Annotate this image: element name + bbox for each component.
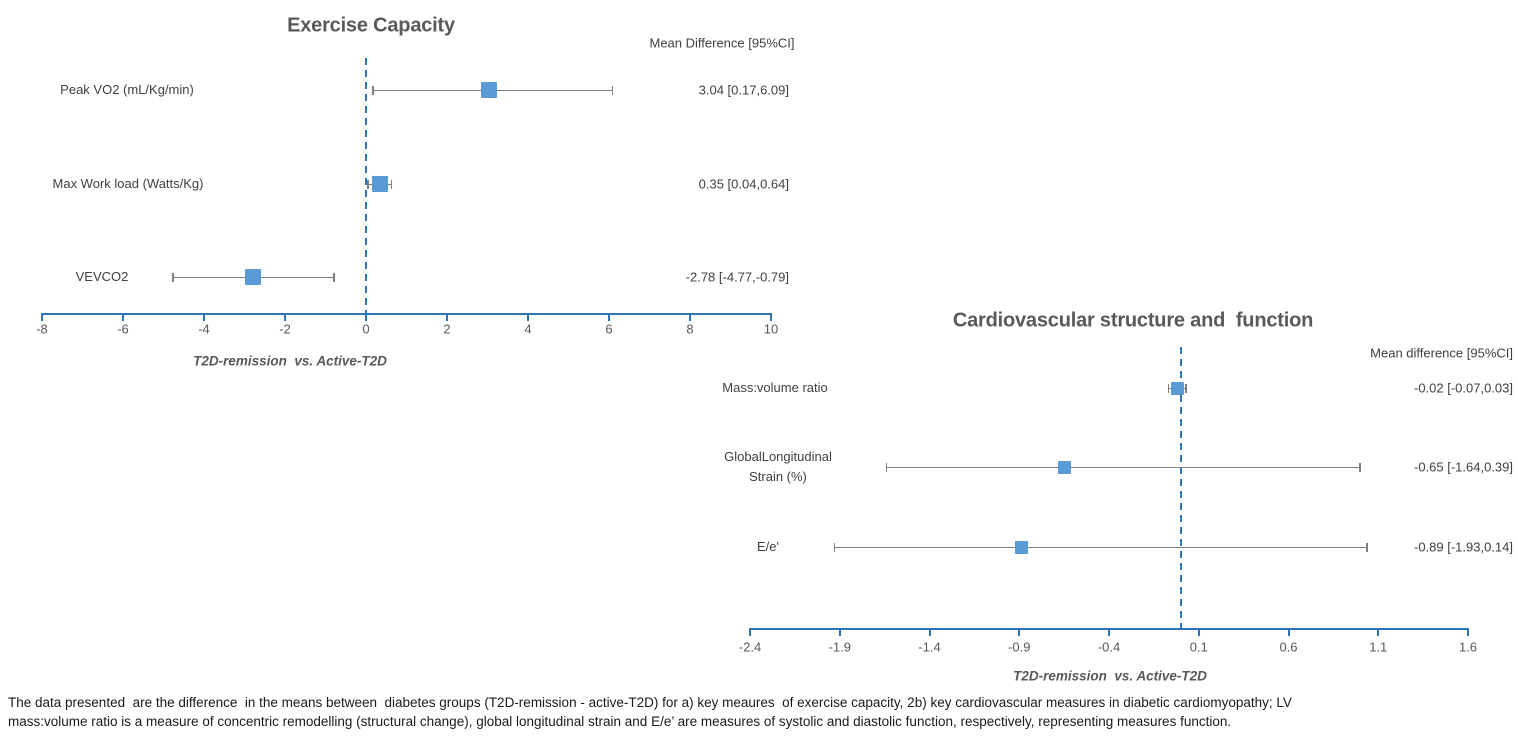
axis-tick [838, 628, 841, 636]
error-bar-cap-right [1359, 462, 1361, 472]
axis-tick [689, 313, 691, 321]
axis-tick [41, 313, 43, 321]
zero-reference-line [365, 58, 367, 313]
value-label: 3.04 [0.17,6.09] [698, 82, 789, 98]
ci-header: Mean Difference [95%CI] [649, 35, 795, 51]
mean-marker [1170, 381, 1184, 395]
axis-tick [1108, 628, 1110, 636]
error-bar-cap-right [333, 272, 335, 282]
axis-tick [1018, 628, 1021, 636]
axis-tick [749, 628, 751, 636]
axis-tick [928, 628, 931, 636]
axis-tick [446, 313, 448, 321]
value-label: -0.89 [-1.93,0.14] [1413, 539, 1513, 555]
error-bar-cap-left [833, 542, 836, 552]
row-label: VEVCO2 [75, 269, 129, 284]
value-label: 0.35 [0.04,0.64] [698, 176, 789, 192]
tick-label: 0 [362, 321, 370, 337]
tick-label: -2.4 [738, 639, 762, 655]
axis-tick [1377, 628, 1380, 636]
error-bar-cap-left [372, 85, 374, 95]
zero-reference-line [1179, 347, 1182, 628]
error-bar-cap-left [1167, 383, 1170, 393]
error-bar-cap-left [885, 462, 888, 472]
tick-label: 4 [524, 321, 532, 337]
mean-marker [481, 82, 498, 98]
tick-label: 0.1 [1189, 639, 1208, 655]
chart-title: Exercise Capacity [287, 14, 455, 37]
tick-label: -1.4 [918, 639, 941, 655]
tick-label: -1.9 [828, 639, 851, 655]
axis-tick [365, 313, 367, 321]
chart-title: Cardiovascular structure and function [952, 309, 1314, 332]
mean-marker [245, 269, 262, 285]
error-bar [834, 546, 1368, 548]
error-bar [886, 466, 1361, 468]
mean-marker [1057, 460, 1071, 474]
row-label: GlobalLongitudinal Strain (%) [724, 449, 832, 484]
tick-label: -2 [279, 321, 291, 337]
tick-label: 0.6 [1279, 639, 1298, 655]
value-label: -0.02 [-0.07,0.03] [1413, 380, 1513, 396]
axis-tick [284, 313, 286, 321]
mean-marker [1014, 540, 1028, 554]
axis-tick [770, 313, 772, 321]
ci-header: Mean difference [95%CI] [1370, 345, 1513, 361]
mean-marker [372, 176, 389, 192]
tick-label: -0.4 [1097, 639, 1121, 655]
x-axis-line [41, 313, 772, 315]
tick-label: 1.1 [1369, 639, 1388, 655]
tick-label: 1.6 [1458, 639, 1478, 655]
row-label: E/e' [757, 539, 779, 554]
error-bar-cap-right [390, 179, 393, 189]
axis-tick [122, 313, 124, 321]
value-label: -2.78 [-4.77,-0.79] [685, 269, 789, 285]
tick-label: -4 [198, 321, 210, 337]
axis-tick [203, 313, 205, 321]
row-label: Peak VO2 (mL/Kg/min) [60, 82, 194, 97]
row-label: Max Work load (Watts/Kg) [52, 176, 204, 191]
axis-tick [1197, 628, 1200, 636]
tick-label: 10 [763, 321, 779, 337]
row-label: Mass:volume ratio [722, 380, 828, 395]
tick-label: -6 [117, 321, 129, 337]
axis-tick [1467, 628, 1469, 636]
error-bar-cap-right [1366, 542, 1368, 552]
tick-label: 2 [443, 321, 451, 337]
axis-tick [608, 313, 610, 321]
error-bar-cap-left [172, 272, 174, 282]
x-axis-label: T2D-remission vs. Active-T2D [193, 353, 387, 369]
value-label: -0.65 [-1.64,0.39] [1413, 459, 1513, 475]
axis-tick [1287, 628, 1290, 636]
tick-label: 8 [686, 321, 694, 337]
error-bar-cap-right [1185, 383, 1187, 393]
error-bar-cap-right [611, 85, 614, 95]
tick-label: 6 [605, 321, 613, 337]
axis-tick [527, 313, 529, 321]
error-bar-cap-left [367, 179, 369, 189]
tick-label: -0.9 [1008, 639, 1031, 655]
x-axis-label: T2D-remission vs. Active-T2D [1013, 668, 1207, 684]
tick-label: -8 [36, 321, 48, 337]
figure-caption: The data presented are the difference in… [8, 695, 1292, 729]
